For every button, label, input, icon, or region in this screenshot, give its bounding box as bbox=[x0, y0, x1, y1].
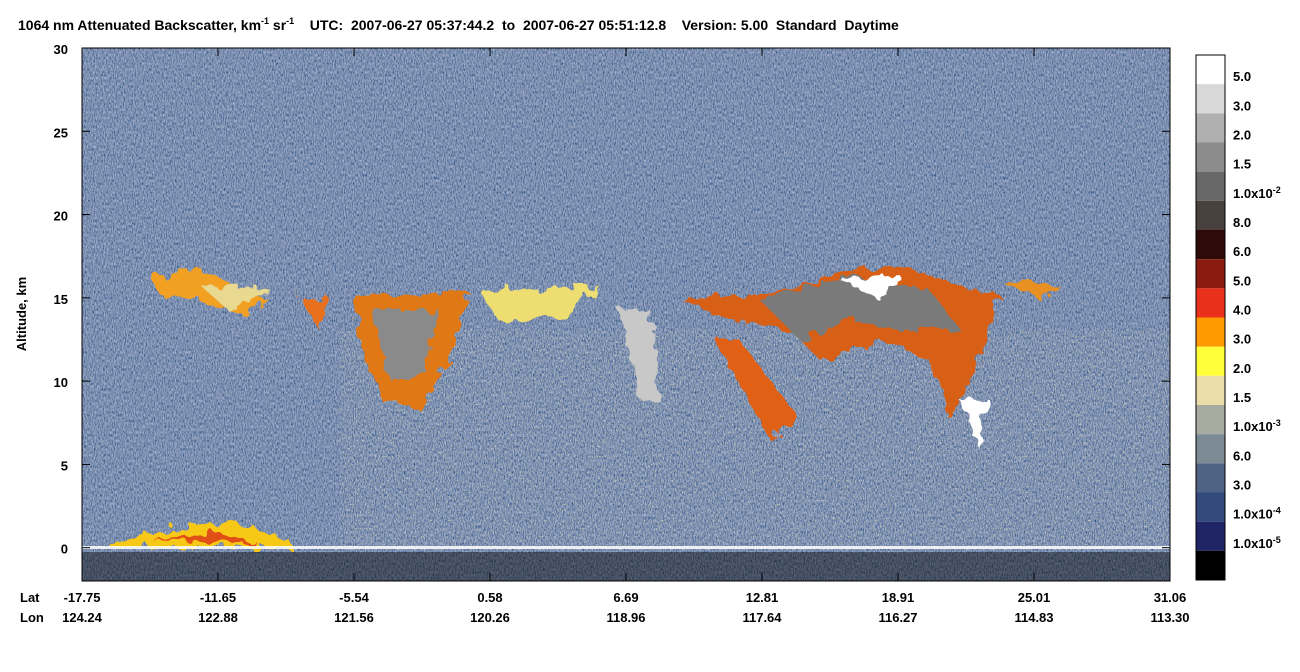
colorbar-frame bbox=[1195, 54, 1226, 581]
colorbar-label-text: 2.0 bbox=[1233, 361, 1251, 376]
colorbar-label: 2.0 bbox=[1233, 128, 1251, 143]
colorbar-label: 3.0 bbox=[1233, 332, 1251, 347]
svg-text:1064 nm Attenuated Backscatter: 1064 nm Attenuated Backscatter, km-1 sr-… bbox=[18, 16, 899, 33]
colorbar-label-text: 3.0 bbox=[1233, 332, 1251, 347]
colorbar-swatch bbox=[1196, 550, 1225, 580]
lat-label: -11.65 bbox=[200, 590, 236, 605]
title-text: 1064 nm Attenuated Backscatter, km bbox=[18, 17, 261, 33]
lat-label: 31.06 bbox=[1154, 590, 1187, 605]
colorbar-swatch bbox=[1196, 84, 1225, 114]
colorbar-label-text: 4.0 bbox=[1233, 303, 1251, 318]
y-tick-label: 25 bbox=[54, 125, 68, 140]
colorbar-label-superscript: -5 bbox=[1273, 535, 1281, 545]
title-superscript: -1 bbox=[261, 16, 269, 26]
title-superscript: -1 bbox=[286, 16, 294, 26]
lat-label: 6.69 bbox=[613, 590, 638, 605]
y-tick-label: 5 bbox=[61, 458, 68, 473]
colorbar-label-text: 1.0x10 bbox=[1233, 507, 1273, 522]
chart-title: 1064 nm Attenuated Backscatter, km-1 sr-… bbox=[18, 16, 899, 33]
colorbar-label-text: 5.0 bbox=[1233, 69, 1251, 84]
lon-label: 124.24 bbox=[62, 610, 103, 625]
y-axis-label: Altitude, km bbox=[14, 277, 29, 351]
colorbar-label: 3.0 bbox=[1233, 98, 1251, 113]
lat-label: -5.54 bbox=[339, 590, 369, 605]
colorbar-label-text: 1.5 bbox=[1233, 390, 1251, 405]
lon-label: 114.83 bbox=[1014, 610, 1053, 625]
colorbar-swatch bbox=[1196, 492, 1225, 522]
colorbar-label: 1.0x10-4 bbox=[1233, 506, 1281, 522]
colorbar-label-superscript: -4 bbox=[1273, 506, 1281, 516]
colorbar-label: 3.0 bbox=[1233, 478, 1251, 493]
lat-label: -17.75 bbox=[64, 590, 101, 605]
colorbar-swatch bbox=[1196, 171, 1225, 201]
colorbar-label: 2.0 bbox=[1233, 361, 1251, 376]
y-tick-label: 0 bbox=[61, 542, 68, 557]
lon-label: 121.56 bbox=[334, 610, 374, 625]
lon-label: 120.26 bbox=[470, 610, 510, 625]
colorbar-swatch bbox=[1196, 463, 1225, 493]
colorbar-swatch bbox=[1196, 55, 1225, 85]
colorbar-label-text: 6.0 bbox=[1233, 448, 1251, 463]
lon-label: 117.64 bbox=[742, 610, 782, 625]
lon-label: 113.30 bbox=[1150, 610, 1189, 625]
colorbar-label-text: 3.0 bbox=[1233, 98, 1251, 113]
curtain-image bbox=[82, 48, 1170, 581]
title-text: sr bbox=[269, 17, 287, 33]
colorbar-label: 6.0 bbox=[1233, 244, 1251, 259]
lat-label: 25.01 bbox=[1018, 590, 1051, 605]
colorbar-label-superscript: -3 bbox=[1273, 418, 1281, 428]
colorbar-label-text: 1.5 bbox=[1233, 157, 1251, 172]
lat-label: 0.58 bbox=[477, 590, 502, 605]
colorbar-label: 1.5 bbox=[1233, 157, 1251, 172]
colorbar-label: 1.5 bbox=[1233, 390, 1251, 405]
colorbar-swatch bbox=[1196, 521, 1225, 551]
colorbar-label-text: 1.0x10 bbox=[1233, 186, 1273, 201]
lat-label: 18.91 bbox=[882, 590, 915, 605]
x-row-name: Lat bbox=[20, 590, 40, 605]
y-tick-label: 10 bbox=[54, 375, 68, 390]
title-text: UTC: 2007-06-27 05:37:44.2 to 2007-06-27… bbox=[294, 17, 899, 33]
lat-label: 12.81 bbox=[746, 590, 779, 605]
colorbar-label: 4.0 bbox=[1233, 303, 1251, 318]
colorbar-label-text: 3.0 bbox=[1233, 478, 1251, 493]
colorbar-label: 1.0x10-5 bbox=[1233, 535, 1281, 551]
colorbar-label-text: 6.0 bbox=[1233, 244, 1251, 259]
colorbar-label: 1.0x10-2 bbox=[1233, 185, 1281, 201]
lon-label: 122.88 bbox=[198, 610, 238, 625]
colorbar-label-text: 1.0x10 bbox=[1233, 419, 1273, 434]
colorbar-swatch bbox=[1196, 346, 1225, 376]
colorbar-label: 6.0 bbox=[1233, 448, 1251, 463]
colorbar-swatch bbox=[1196, 375, 1225, 405]
colorbar-swatch bbox=[1196, 113, 1225, 143]
colorbar-label-superscript: -2 bbox=[1273, 185, 1281, 195]
colorbar-label-text: 8.0 bbox=[1233, 215, 1251, 230]
colorbar-swatch bbox=[1196, 200, 1225, 230]
colorbar-swatch bbox=[1196, 405, 1225, 435]
colorbar-swatch bbox=[1196, 259, 1225, 289]
colorbar-swatch bbox=[1196, 434, 1225, 464]
y-tick-label: 30 bbox=[54, 42, 68, 57]
colorbar-swatch bbox=[1196, 288, 1225, 318]
colorbar-label-text: 2.0 bbox=[1233, 128, 1251, 143]
colorbar-label-text: 5.0 bbox=[1233, 273, 1251, 288]
colorbar-swatch bbox=[1196, 142, 1225, 172]
x-row-name: Lon bbox=[20, 610, 44, 625]
y-tick-label: 20 bbox=[54, 209, 68, 224]
colorbar-swatch bbox=[1196, 230, 1225, 260]
colorbar-label: 8.0 bbox=[1233, 215, 1251, 230]
colorbar-swatch bbox=[1196, 317, 1225, 347]
colorbar-label-text: 1.0x10 bbox=[1233, 536, 1273, 551]
lon-label: 118.96 bbox=[606, 610, 645, 625]
colorbar-label: 5.0 bbox=[1233, 69, 1251, 84]
colorbar-label: 5.0 bbox=[1233, 273, 1251, 288]
y-tick-label: 15 bbox=[54, 292, 68, 307]
colorbar-label: 1.0x10-3 bbox=[1233, 418, 1281, 434]
lon-label: 116.27 bbox=[878, 610, 917, 625]
